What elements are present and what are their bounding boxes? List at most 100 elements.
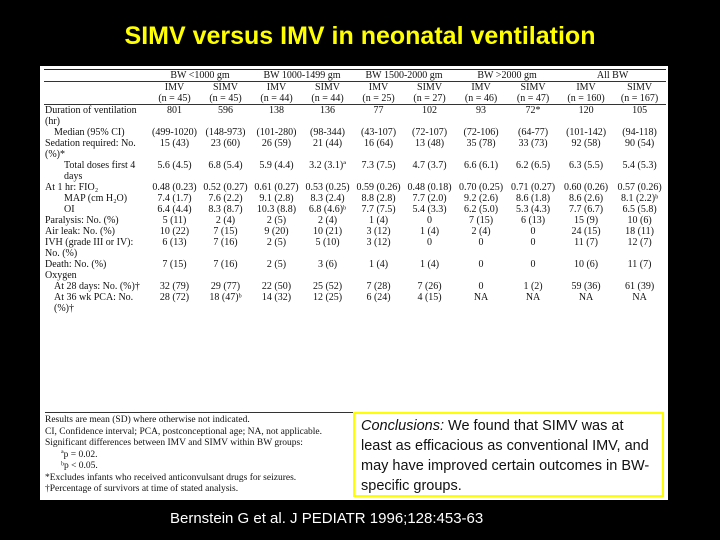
row-label: MAP (cm H₂O) xyxy=(64,193,128,204)
table-cell: 10 (22) xyxy=(159,226,190,237)
table-cell: 22 (50) xyxy=(261,281,292,292)
table-cell: 11 (7) xyxy=(574,237,598,248)
table-cell: 61 (39) xyxy=(624,281,655,292)
table-cell: 11 (7) xyxy=(627,259,652,270)
row-label: Sedation required: No. (%)* xyxy=(45,138,136,160)
table-cell: 0.48 (0.23) xyxy=(152,182,197,193)
table-cell: 5.4 (3.3) xyxy=(412,204,447,215)
subgroup-header: IMV (n = 160) xyxy=(559,81,614,105)
table-cell: NA xyxy=(473,292,489,303)
row-label: At 28 days: No. (%)† xyxy=(54,281,140,292)
table-cell: 2 (5) xyxy=(266,237,287,248)
table-cell: 32 (79) xyxy=(159,281,190,292)
group-header: BW <1000 gm xyxy=(149,69,252,82)
table-cell: 3 (12) xyxy=(366,237,391,248)
subgroup-n: (n = 25) xyxy=(362,93,395,104)
table-cell: 2 (4) xyxy=(317,215,338,226)
row-label: IVH (grade III or IV): No. (%) xyxy=(45,237,134,259)
row-label: At 36 wk PCA: No. (%)† xyxy=(54,292,134,314)
table-cell: 8.6 (1.8) xyxy=(515,193,551,204)
table-cell: 6 (24) xyxy=(366,292,391,303)
table-cell: 6.2 (6.5) xyxy=(515,160,551,171)
table-cell xyxy=(455,270,507,281)
table-cell: 4.7 (3.7) xyxy=(412,160,447,171)
conclusions-box: Conclusions: We found that SIMV was at l… xyxy=(353,412,664,497)
table-cell: 16 (64) xyxy=(363,138,394,149)
table-cell: (94-118) xyxy=(622,127,657,138)
table-cell: 6.6 (6.1) xyxy=(463,160,499,171)
table-cell: 596 xyxy=(218,105,233,116)
table-cell: 6 (13) xyxy=(162,237,187,248)
subgroup-arm: SIMV xyxy=(627,82,653,93)
row-label: OI xyxy=(64,204,75,215)
table-cell: 0.52 (0.27) xyxy=(203,182,248,193)
subgroup-arm: IMV xyxy=(576,82,596,93)
table-cell: 7 (28) xyxy=(366,281,391,292)
table-cell: 5 (11) xyxy=(162,215,187,226)
group-header: BW 1500-2000 gm xyxy=(353,69,456,82)
group-header: BW 1000-1499 gm xyxy=(251,69,354,82)
table-cell xyxy=(507,270,559,281)
table-cell: 0 xyxy=(478,237,484,248)
table-cell: 3 (6) xyxy=(317,259,338,270)
footnote-line: †Percentage of survivors at time of stat… xyxy=(45,484,239,494)
table-cell: 2 (4) xyxy=(215,215,236,226)
subgroup-arm: IMV xyxy=(164,82,185,93)
subgroup-header: IMV (n = 46) xyxy=(455,81,508,105)
table-cell xyxy=(404,270,455,281)
table-cell: 5.9 (4.4) xyxy=(259,160,294,171)
group-header: All BW xyxy=(559,69,667,82)
table-cell: 7.6 (2.2) xyxy=(208,193,243,204)
table-cell: 15 (9) xyxy=(573,215,599,226)
table-cell: 0.48 (0.18) xyxy=(407,182,452,193)
table-cell: 6.3 (5.5) xyxy=(568,160,604,171)
table-cell: (72-107) xyxy=(412,127,448,138)
table-row: Duration of ventilation (hr) 801 596 138 136… xyxy=(44,105,666,128)
table-row: Median (95% CI) (499-1020) (148-973) (101-2… xyxy=(44,127,666,138)
subgroup-arm: SIMV xyxy=(520,82,546,93)
table-cell: 0.57 (0.26) xyxy=(617,182,662,193)
table-cell: 10 (6) xyxy=(573,259,599,270)
table-cell: (98-344) xyxy=(310,127,346,138)
table-cell xyxy=(613,270,666,281)
table-cell: 7 (15) xyxy=(213,226,238,237)
footnote-line: Results are mean (SD) where otherwise no… xyxy=(45,415,250,425)
table-cell: 6.8 (4.6)ᵇ xyxy=(308,204,347,215)
table-row: Oxygen xyxy=(44,270,666,281)
table-cell: 120 xyxy=(578,105,594,116)
subgroup-arm: SIMV xyxy=(417,82,443,93)
table-cell: 12 (7) xyxy=(627,237,652,248)
table-cell: (101-280) xyxy=(256,127,297,138)
row-label: Death: No. (%) xyxy=(45,259,107,270)
footnote-line: Significant differences between IMV and … xyxy=(45,438,303,448)
table-cell: NA xyxy=(632,292,647,303)
table-cell: 0.53 (0.25) xyxy=(305,182,350,193)
table-cell: 1 (4) xyxy=(419,226,440,237)
table-cell: 72* xyxy=(525,105,541,116)
table-cell: 12 (25) xyxy=(312,292,343,303)
outcomes-table: BW <1000 gm BW 1000-1499 gm BW 1500-2000 g… xyxy=(44,69,667,314)
table-cell: (499-1020) xyxy=(152,127,197,138)
table-cell: 26 (59) xyxy=(261,138,292,149)
table-cell: 4 (15) xyxy=(417,292,442,303)
row-label: At 1 hr: FIO₂ xyxy=(45,182,99,193)
subgroup-n: (n = 27) xyxy=(413,93,446,104)
table-cell: 9 (20) xyxy=(264,226,289,237)
subgroup-header: SIMV (n = 44) xyxy=(302,81,354,105)
table-cell: 7 (16) xyxy=(213,237,238,248)
table-cell: (43-107) xyxy=(361,127,397,138)
footnote-line: ᵇp < 0.05. xyxy=(61,461,98,471)
table-row: At 1 hr: FIO₂ 0.48 (0.23) 0.52 (0.27) 0.61 … xyxy=(44,182,666,193)
subgroup-arm: IMV xyxy=(266,82,287,93)
table-cell: 5.4 (5.3) xyxy=(622,160,657,171)
table-cell: 0.59 (0.26) xyxy=(356,182,401,193)
table-cell: 1 (4) xyxy=(419,259,440,270)
table-cell: NA xyxy=(525,292,541,303)
subgroup-n: (n = 44) xyxy=(260,93,293,104)
table-cell: 7 (15) xyxy=(162,259,187,270)
table-cell: 136 xyxy=(320,105,336,116)
subgroup-n: (n = 47) xyxy=(516,93,550,104)
table-cell: 77 xyxy=(373,105,384,116)
table-row: MAP (cm H₂O) 7.4 (1.7) 7.6 (2.2) 9.1 (2.8) 8… xyxy=(44,193,666,204)
table-cell: 23 (60) xyxy=(210,138,241,149)
